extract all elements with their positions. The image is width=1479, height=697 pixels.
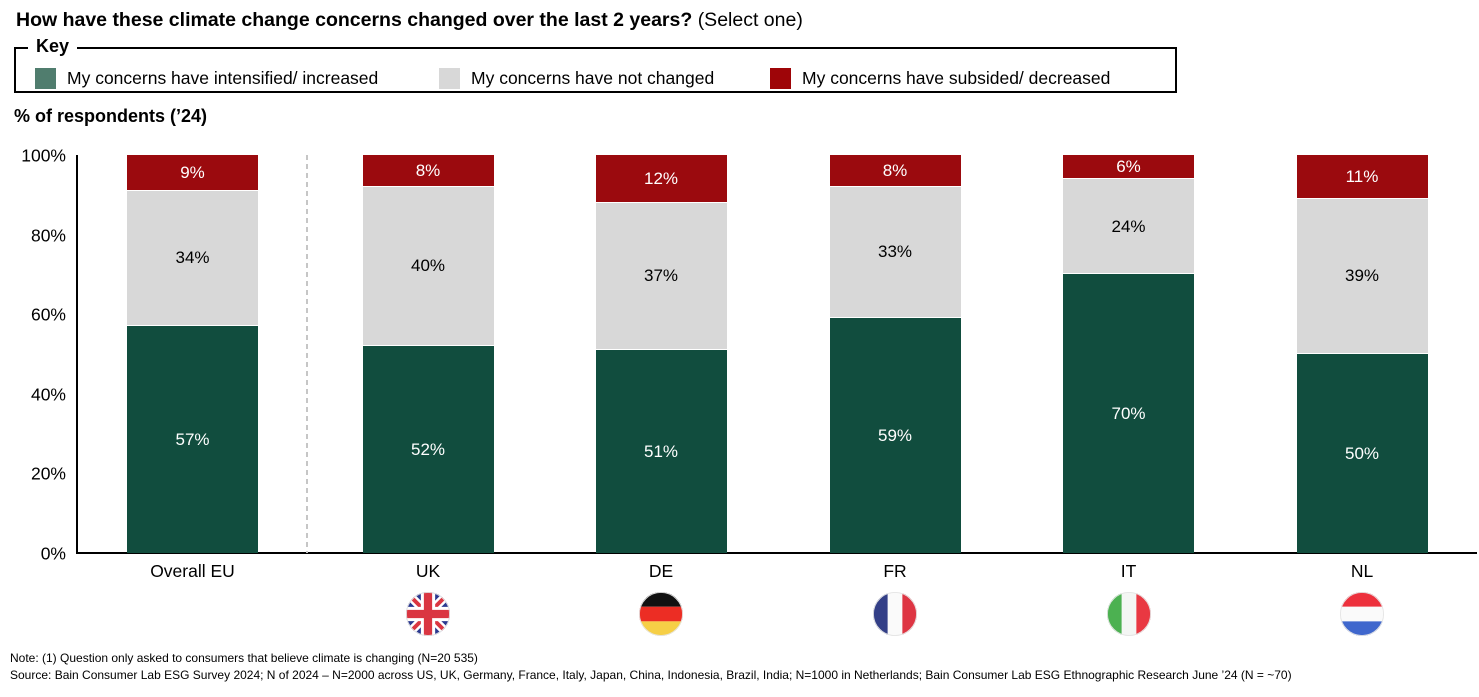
bar-value-label: 24% [1111, 216, 1146, 236]
x-axis-label-it: IT [1120, 561, 1137, 581]
page-title: How have these climate change concerns c… [16, 7, 803, 33]
bar-overall-eu: 9% 34% 57% [127, 155, 258, 553]
bar-value-label: 34% [175, 248, 210, 268]
segment-nl-not-changed: 39% [1296, 198, 1428, 354]
bar-value-label: 52% [410, 439, 446, 459]
flag-it [1106, 592, 1151, 636]
bar-value-label: 8% [415, 160, 441, 180]
bar-value-label: 11% [1345, 166, 1379, 186]
nl-flag-icon [1340, 592, 1384, 636]
segment-nl-subsided: 11% [1296, 155, 1428, 199]
x-axis-label-uk: UK [415, 561, 441, 581]
legend-swatch-icon [35, 68, 56, 89]
legend-item-subsided: My concerns have subsided/ decreased [770, 68, 1110, 89]
y-axis-tick-label: 60% [30, 304, 66, 325]
source-line: Source: Bain Consumer Lab ESG Survey 202… [10, 667, 1292, 682]
bar-value-label: 59% [877, 426, 913, 446]
segment-uk-subsided: 8% [362, 155, 494, 187]
bar-uk: 8% 40% 52% [362, 155, 494, 553]
y-axis-tick-label: 100% [21, 145, 66, 166]
it-flag-icon [1106, 592, 1151, 636]
segment-it-not-changed: 24% [1063, 178, 1194, 275]
flag-nl [1340, 592, 1384, 636]
bar-value-label: 6% [1116, 156, 1141, 176]
segment-overall-eu-subsided: 9% [127, 155, 258, 191]
fr-flag-icon [873, 592, 917, 636]
question-title: How have these climate change concerns c… [16, 9, 693, 31]
bar-value-label: 39% [1344, 266, 1380, 286]
legend-item-not-changed: My concerns have not changed [439, 68, 714, 89]
flag-de [639, 592, 683, 636]
legend-item-intensified: My concerns have intensified/ increased [35, 68, 378, 89]
category-separator-dashed-line [306, 155, 309, 553]
bar-nl: 11% 39% 50% [1296, 155, 1428, 553]
x-axis-label-overall-eu: Overall EU [150, 561, 235, 581]
bar-de: 12% 37% 51% [595, 155, 727, 553]
legend-swatch-icon [439, 68, 460, 89]
segment-de-not-changed: 37% [595, 202, 727, 350]
legend-item-label: My concerns have not changed [471, 68, 715, 88]
uk-flag-icon [406, 592, 450, 636]
segment-overall-eu-not-changed: 34% [127, 190, 258, 327]
legend-item-label: My concerns have intensified/ increased [67, 68, 379, 88]
bar-it: 6% 24% 70% [1063, 155, 1194, 553]
y-axis-title: % of respondents (’24) [14, 106, 208, 126]
segment-it-intensified: 70% [1063, 274, 1194, 553]
y-axis-tick-label: 0% [40, 543, 66, 564]
segment-it-subsided: 6% [1063, 155, 1194, 179]
segment-uk-not-changed: 40% [362, 186, 494, 347]
y-axis-tick-label: 80% [30, 225, 66, 246]
legend-swatch-icon [770, 68, 791, 89]
legend-item-label: My concerns have subsided/ decreased [802, 68, 1111, 88]
segment-nl-intensified: 50% [1296, 353, 1428, 553]
de-flag-icon [639, 592, 683, 636]
bar-value-label: 8% [882, 160, 908, 180]
segment-overall-eu-intensified: 57% [127, 326, 258, 553]
bar-value-label: 50% [1344, 443, 1380, 463]
flag-fr [873, 592, 917, 636]
note-line: Note: (1) Question only asked to consume… [10, 651, 478, 665]
bar-value-label: 51% [643, 441, 679, 461]
y-axis-tick-label: 20% [30, 463, 66, 484]
x-axis-label-de: DE [648, 561, 674, 581]
segment-uk-intensified: 52% [362, 346, 494, 553]
bar-value-label: 12% [643, 168, 679, 188]
segment-fr-intensified: 59% [829, 318, 961, 553]
x-axis-label-nl: NL [1350, 561, 1374, 581]
legend-title: Key [28, 36, 78, 57]
bar-value-label: 37% [643, 266, 679, 286]
bar-fr: 8% 33% 59% [829, 155, 961, 553]
bar-value-label: 9% [180, 162, 205, 182]
legend-box: Key My concerns have intensified/ increa… [14, 36, 1177, 93]
y-axis-line [76, 155, 78, 553]
flag-uk [406, 592, 450, 636]
bar-value-label: 40% [410, 256, 446, 276]
segment-de-subsided: 12% [595, 155, 727, 203]
y-axis-tick-label: 40% [30, 384, 66, 405]
footnotes: Note: (1) Question only asked to consume… [10, 650, 1292, 683]
x-axis-label-fr: FR [883, 561, 907, 581]
segment-fr-not-changed: 33% [829, 186, 961, 319]
question-subtitle: (Select one) [697, 9, 803, 31]
bar-value-label: 33% [877, 242, 913, 262]
x-axis-line [76, 552, 1477, 554]
bar-value-label: 57% [175, 430, 210, 450]
segment-de-intensified: 51% [595, 350, 727, 553]
bar-value-label: 70% [1111, 404, 1146, 424]
segment-fr-subsided: 8% [829, 155, 961, 187]
